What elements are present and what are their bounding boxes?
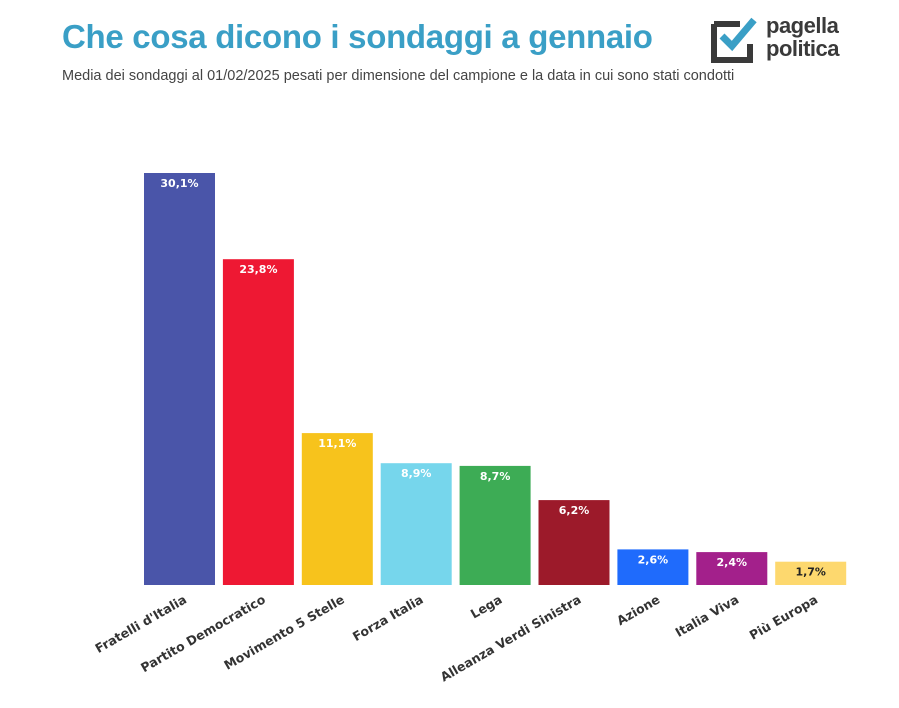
bar-value-label: 2,4%: [717, 556, 748, 569]
x-tick-label: Lega: [468, 592, 505, 622]
logo-text: pagella politica: [766, 13, 840, 61]
bar: [222, 259, 294, 585]
bar-value-label: 23,8%: [239, 263, 277, 276]
logo-check: [719, 17, 757, 52]
bar: [459, 465, 531, 585]
logo-line-1: pagella: [766, 13, 839, 38]
bar-value-label: 30,1%: [160, 177, 198, 190]
pagella-politica-logo[interactable]: pagella politica: [710, 14, 860, 66]
bar-value-label: 6,2%: [559, 504, 590, 517]
bar: [617, 549, 689, 585]
x-tick-label: Alleanza Verdi Sinistra: [438, 592, 584, 685]
chart-subtitle: Media dei sondaggi al 01/02/2025 pesati …: [62, 68, 735, 84]
bar-value-label: 1,7%: [795, 566, 826, 579]
bar: [144, 173, 215, 585]
logo-line-2: politica: [766, 36, 840, 61]
x-tick-label: Partito Democratico: [138, 591, 268, 675]
bar: [380, 463, 452, 585]
logo-box: [711, 21, 753, 63]
x-tick-label: Forza Italia: [350, 592, 426, 644]
bar-value-label: 2,6%: [638, 553, 669, 566]
bar-value-label: 8,7%: [480, 470, 511, 483]
bar: [696, 552, 768, 585]
chart-title: Che cosa dicono i sondaggi a gennaio: [62, 18, 653, 55]
x-tick-label: Azione: [614, 592, 662, 629]
bar: [538, 500, 610, 585]
bar: [775, 561, 847, 585]
x-tick-label: Più Europa: [747, 592, 821, 643]
x-tick-label: Italia Viva: [673, 592, 742, 640]
bar: [301, 433, 373, 585]
checkbox-check-icon: [711, 17, 757, 63]
bar-value-label: 8,9%: [401, 467, 432, 480]
bar-value-label: 11,1%: [318, 437, 356, 450]
